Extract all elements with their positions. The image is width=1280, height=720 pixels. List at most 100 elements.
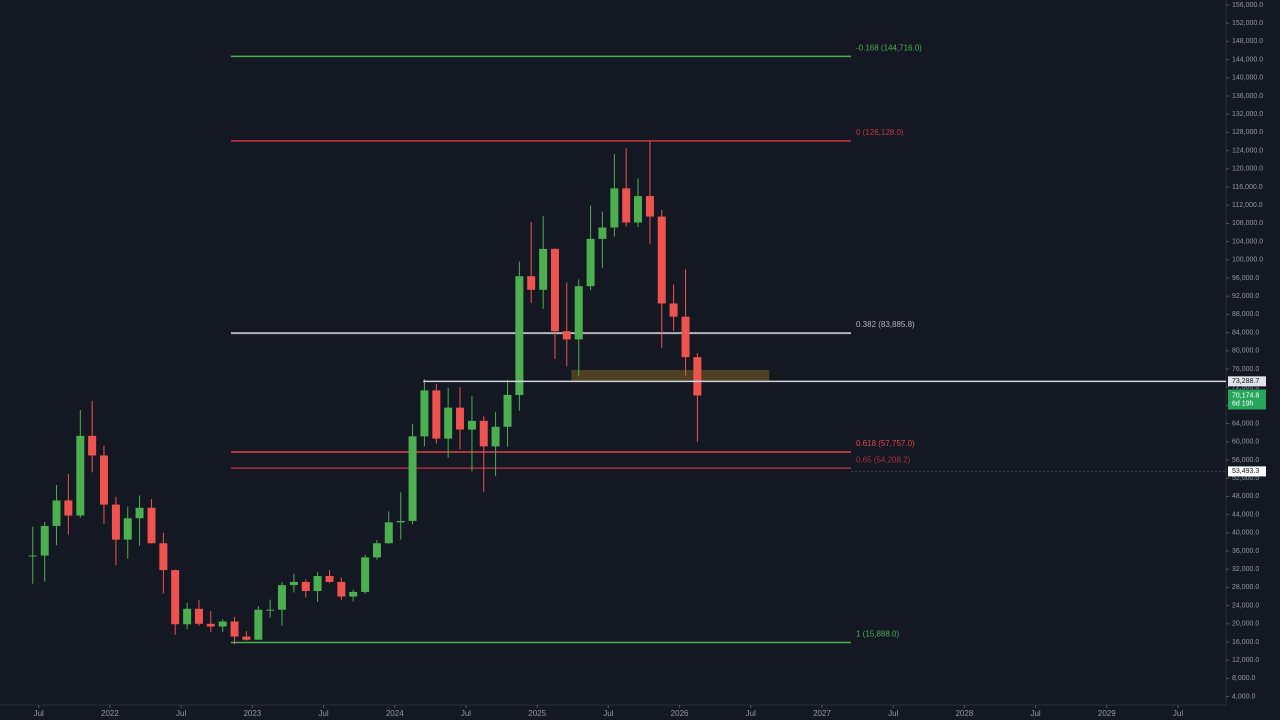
axes: 4,000.0 8,000.0 12,000.0 16,000.0 20,000.0 24… [34,2,1266,718]
x-tick-label: Jul [176,709,186,718]
candle-body [479,420,488,447]
candle-body [622,188,631,223]
x-tick-label: 2023 [243,709,261,718]
y-tick-label: 120,000.0 [1232,166,1263,173]
candle-body [147,507,156,544]
y-tick-label: 20,000.0 [1232,621,1259,628]
candle-body [52,500,61,526]
candle-body [254,609,263,640]
candle-body [171,570,180,625]
last-price-tag [1228,389,1266,410]
candle-body [40,525,49,556]
fib-label: 0.618 (57,757.0) [856,439,915,448]
y-tick-label: 8,000.0 [1232,675,1255,682]
y-tick-label: 12,000.0 [1232,657,1259,664]
candle-body [242,636,251,640]
y-tick-label: 92,000.0 [1232,293,1259,300]
fib-label: 1 (15,888.0) [856,630,899,639]
candle-body [76,435,85,516]
candle-body [657,216,666,304]
candle-body [539,248,548,290]
x-tick-label: Jul [318,709,328,718]
fib-label: 0 (126,128.0) [856,128,904,137]
candle-body [230,621,239,637]
price-line-tag [1228,376,1266,387]
candle-body [135,507,144,519]
candle-body [645,196,654,217]
fib-label: 0.382 (83,885.8) [856,320,915,329]
candle-body [99,455,108,505]
x-tick-label: Jul [746,709,756,718]
y-tick-label: 136,000.0 [1232,93,1263,100]
candle-body [693,357,702,396]
candle-body [444,407,453,439]
candle-body [337,581,346,597]
candle-body [301,581,310,592]
x-tick-label: Jul [603,709,613,718]
candle-body [123,518,132,540]
candle-body [681,316,690,358]
candle-body [64,500,73,516]
candle-body [206,623,215,627]
x-tick-label: 2027 [813,709,831,718]
candle-body [289,581,298,586]
candle-body [420,390,429,437]
y-tick-label: 64,000.0 [1232,420,1259,427]
y-tick-label: 96,000.0 [1232,275,1259,282]
candle-body [669,303,678,317]
y-tick-label: 40,000.0 [1232,530,1259,537]
candle-body [610,188,619,228]
y-tick-label: 108,000.0 [1232,220,1263,227]
y-tick-label: 32,000.0 [1232,566,1259,573]
candle-body [313,576,322,592]
candle-body [159,543,168,571]
y-tick-label: 148,000.0 [1232,38,1263,45]
candle-body [218,621,227,627]
y-tick-label: 52,000.0 [1232,475,1259,482]
y-tick-label: 144,000.0 [1232,56,1263,63]
candle-body [598,227,607,239]
x-tick-label: 2024 [386,709,404,718]
last-price-label: 70,174.8 [1232,392,1259,399]
candle-body [574,286,583,340]
countdown-label: 6d 19h [1232,400,1254,407]
y-tick-label: 100,000.0 [1232,257,1263,264]
candle-body [277,585,286,610]
y-tick-label: 76,000.0 [1232,366,1259,373]
y-tick-label: 48,000.0 [1232,493,1259,500]
y-tick-label: 132,000.0 [1232,111,1263,118]
x-tick-label: 2022 [101,709,119,718]
y-tick-label: 4,000.0 [1232,693,1255,700]
x-tick-label: Jul [888,709,898,718]
x-tick-label: Jul [1030,709,1040,718]
x-tick-label: 2028 [955,709,973,718]
candle-body [28,555,37,557]
plot: -0.168 (144,716.0) 0 (126,128.0) 0.382 (83… [28,43,1226,645]
marker-label: 53,493.3 [1232,468,1259,475]
x-tick-label: Jul [34,709,44,718]
candle-body [183,608,192,625]
y-tick-label: 56,000.0 [1232,457,1259,464]
candle-body [586,238,595,287]
candle-body [550,248,559,332]
y-tick-label: 104,000.0 [1232,238,1263,245]
fib-label: -0.168 (144,716.0) [856,43,922,52]
candle-body [562,331,571,340]
y-tick-label: 152,000.0 [1232,20,1263,27]
candle-body [372,543,381,558]
price-line-label: 73,288.7 [1232,378,1259,385]
x-tick-label: Jul [1173,709,1183,718]
candle-body [491,426,500,447]
candle-body [455,407,464,430]
x-tick-label: Jul [461,709,471,718]
candle-body [361,557,370,592]
y-tick-label: 88,000.0 [1232,311,1259,318]
candle-body [111,504,120,540]
y-tick-label: 112,000.0 [1232,202,1263,209]
x-tick-label: 2029 [1098,709,1116,718]
y-tick-label: 140,000.0 [1232,75,1263,82]
x-tick-label: 2026 [671,709,689,718]
candle-body [527,276,536,290]
